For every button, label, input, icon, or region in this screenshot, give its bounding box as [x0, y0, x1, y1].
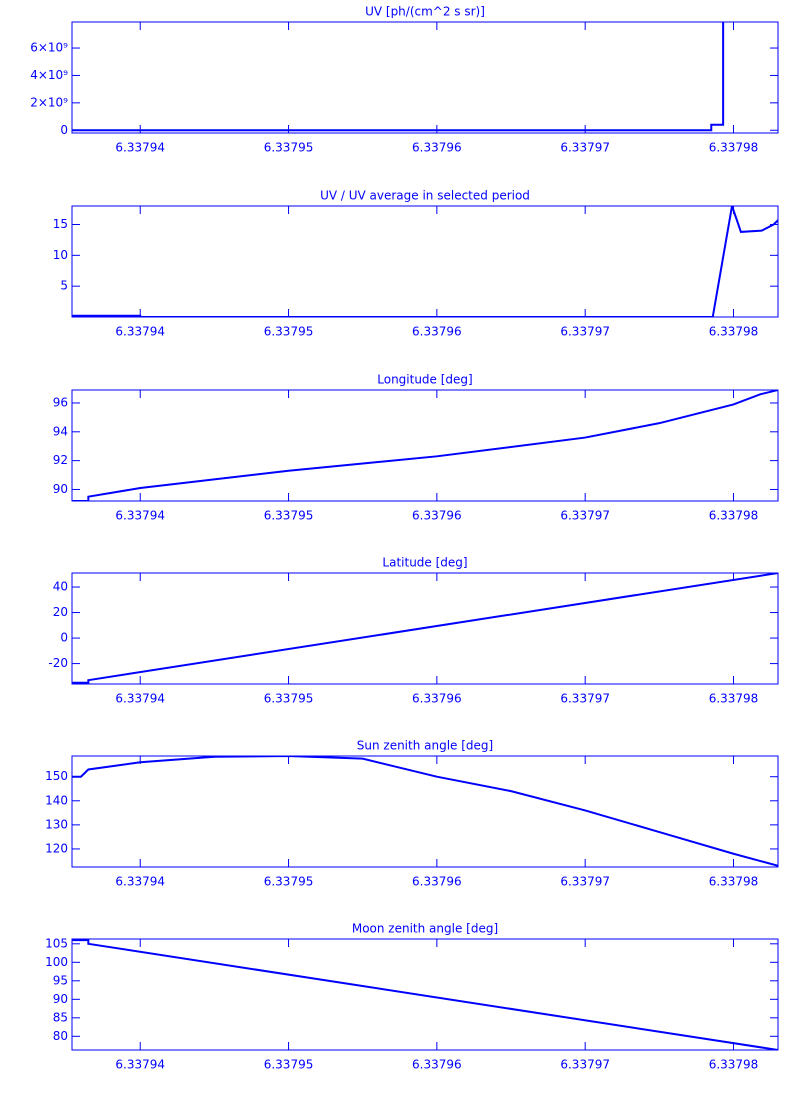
y-tick-label: 120: [45, 841, 68, 855]
y-tick-label: 80: [53, 1029, 68, 1043]
x-tick-label: 6.33796: [412, 692, 462, 706]
x-tick-label: 6.33795: [264, 325, 314, 339]
x-tick-label: 6.33794: [115, 875, 165, 889]
y-tick-label: 150: [45, 769, 68, 783]
y-tick-label: 94: [53, 424, 68, 438]
x-tick-label: 6.33795: [264, 692, 314, 706]
y-tick-label: -20: [48, 656, 68, 670]
y-tick-label: 0: [60, 631, 68, 645]
data-line: [72, 206, 778, 317]
x-tick-label: 6.33798: [709, 325, 759, 339]
y-tick-label: 0: [60, 123, 68, 137]
y-tick-label: 92: [53, 453, 68, 467]
plot-frame: [71, 21, 779, 134]
x-tick-label: 6.33796: [412, 1058, 462, 1072]
y-tick-label: 90: [53, 992, 68, 1006]
plot-frame: [71, 389, 779, 502]
y-tick-label: 40: [53, 580, 68, 594]
y-tick-label: 90: [53, 482, 68, 496]
panel-title: UV / UV average in selected period: [320, 189, 530, 203]
y-tick-label: 95: [53, 973, 68, 987]
x-tick-label: 6.33797: [560, 325, 610, 339]
panel-title: Longitude [deg]: [377, 373, 472, 387]
x-tick-label: 6.33798: [709, 509, 759, 523]
x-tick-label: 6.33796: [412, 875, 462, 889]
y-tick-label: 140: [45, 793, 68, 807]
panel-title: Sun zenith angle [deg]: [357, 739, 493, 753]
x-tick-label: 6.33794: [115, 141, 165, 155]
data-line: [72, 939, 778, 1050]
x-tick-label: 6.33794: [115, 325, 165, 339]
x-tick-label: 6.33798: [709, 141, 759, 155]
x-tick-label: 6.33796: [412, 141, 462, 155]
x-tick-label: 6.33798: [709, 692, 759, 706]
x-tick-label: 6.33796: [412, 325, 462, 339]
y-tick-label: 5: [60, 279, 68, 293]
x-tick-label: 6.33798: [709, 1058, 759, 1072]
x-tick-label: 6.33794: [115, 509, 165, 523]
x-tick-label: 6.33796: [412, 509, 462, 523]
x-tick-label: 6.33797: [560, 875, 610, 889]
x-tick-label: 6.33797: [560, 141, 610, 155]
panel-title: Moon zenith angle [deg]: [352, 922, 498, 936]
y-tick-label: 96: [53, 395, 68, 409]
plot-frame: [71, 755, 779, 868]
x-tick-label: 6.33797: [560, 692, 610, 706]
y-tick-label: 20: [53, 605, 68, 619]
x-tick-label: 6.33794: [115, 1058, 165, 1072]
x-tick-label: 6.33794: [115, 692, 165, 706]
x-tick-label: 6.33795: [264, 1058, 314, 1072]
y-tick-label: 15: [53, 217, 68, 231]
data-line: [72, 22, 725, 132]
y-tick-label: 130: [45, 817, 68, 831]
y-tick-label: 4×10⁹: [30, 68, 68, 82]
x-tick-label: 6.33795: [264, 509, 314, 523]
y-tick-label: 2×10⁹: [30, 95, 68, 109]
panel-title: UV [ph/(cm^2 s sr)]: [365, 5, 485, 19]
y-tick-label: 10: [53, 248, 68, 262]
plot-frame: [71, 205, 779, 318]
data-line: [72, 390, 778, 501]
x-tick-label: 6.33797: [560, 509, 610, 523]
y-tick-label: 105: [45, 936, 68, 950]
y-tick-label: 85: [53, 1010, 68, 1024]
data-line: [72, 756, 778, 867]
y-tick-label: 6×10⁹: [30, 41, 68, 55]
plot-frame: [71, 938, 779, 1051]
x-tick-label: 6.33795: [264, 141, 314, 155]
x-tick-label: 6.33798: [709, 875, 759, 889]
data-line: [72, 573, 778, 684]
y-tick-label: 100: [45, 955, 68, 969]
panel-title: Latitude [deg]: [382, 556, 467, 570]
plot-frame: [71, 572, 779, 685]
x-tick-label: 6.33795: [264, 875, 314, 889]
x-tick-label: 6.33797: [560, 1058, 610, 1072]
